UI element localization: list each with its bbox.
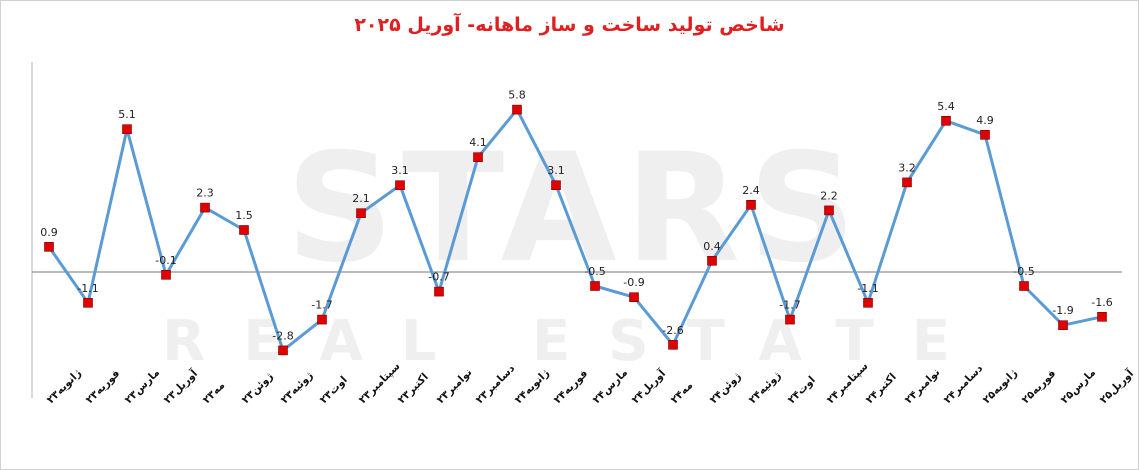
data-label: 0.9: [40, 226, 58, 239]
data-point: [317, 314, 327, 325]
data-label: -2.8: [272, 329, 293, 342]
data-label: -0.9: [623, 276, 644, 289]
data-point: [161, 269, 171, 280]
data-label: -0.5: [1013, 265, 1034, 278]
x-tick-label: اوت۲۳: [318, 374, 350, 406]
x-tick-label: ژوئیه۲۳: [279, 369, 316, 406]
x-tick-label: مارس۲۳: [123, 367, 162, 406]
data-point: [941, 116, 951, 126]
data-label: 0.4: [703, 240, 721, 253]
data-point: [1058, 320, 1068, 331]
data-label: -1.1: [857, 282, 878, 295]
data-point: [1019, 281, 1029, 291]
data-label: 2.4: [742, 184, 760, 197]
data-point: [278, 345, 288, 356]
x-tick-label: ژوئن۲۴: [708, 370, 744, 406]
data-point: [434, 286, 444, 297]
data-point: [512, 104, 522, 115]
data-point: [824, 205, 834, 216]
data-label: -2.6: [662, 324, 683, 337]
x-tick-label: اکتبر۲۳: [396, 371, 431, 406]
data-point: [395, 180, 405, 190]
data-point: [122, 124, 132, 134]
data-point: [590, 281, 600, 291]
watermark-line1: STARS: [286, 122, 864, 296]
data-point: [668, 339, 678, 350]
x-tick-label: فوریه۲۵: [1020, 367, 1059, 406]
data-point: [746, 200, 756, 210]
data-label: 2.2: [820, 189, 838, 202]
x-tick-label: مه۲۴: [669, 379, 696, 406]
series-line: [47, 108, 1103, 352]
data-label: -0.5: [584, 265, 605, 278]
data-label-layer: 0.9 -1.1 5.1 -0.1 2.3 1.5 -2.8 -1.7 2.1 3.1 -0.7 4.…: [40, 89, 1112, 343]
data-label: 2.1: [352, 192, 370, 205]
data-point: [239, 225, 249, 235]
data-label: -1.7: [311, 299, 332, 312]
data-label: -0.1: [155, 254, 176, 267]
x-tick-label: اوت۲۴: [786, 374, 818, 406]
data-point: [551, 180, 561, 190]
data-label: 3.1: [391, 164, 409, 177]
data-label: -1.7: [779, 299, 800, 312]
data-point: [629, 292, 639, 303]
data-label: 2.3: [196, 187, 214, 200]
data-point: [44, 242, 54, 252]
x-tick-label: مارس۲۵: [1059, 367, 1098, 406]
data-point: [902, 177, 912, 188]
x-tick-label: ژانویه۲۳: [45, 367, 84, 406]
data-label: 5.1: [118, 108, 136, 121]
data-point: [707, 255, 717, 266]
data-label: -0.7: [428, 271, 449, 284]
x-tick-label: آوریل۲۵: [1097, 367, 1136, 406]
series-layer: [44, 104, 1107, 356]
data-label: 5.8: [508, 89, 526, 102]
data-label: 1.5: [235, 209, 253, 222]
data-point: [356, 208, 366, 218]
data-label: -1.1: [77, 282, 98, 295]
data-label: 4.1: [469, 136, 487, 149]
data-label: 3.1: [547, 164, 565, 177]
x-tick-label: ژوئیه۲۴: [747, 369, 784, 406]
data-point: [785, 314, 795, 325]
x-tick-label: فوریه۲۳: [84, 367, 123, 406]
data-point: [200, 202, 210, 213]
data-label: -1.6: [1091, 296, 1112, 309]
data-point: [1097, 311, 1107, 322]
data-point: [863, 297, 873, 308]
x-tick-label: مه۲۳: [201, 379, 228, 406]
chart-title: شاخص تولید ساخت و ساز ماهانه- آوریل ۲۰۲۵: [354, 14, 785, 36]
data-label: -1.9: [1052, 304, 1073, 317]
data-label: 3.2: [898, 161, 916, 174]
data-label: 4.9: [976, 114, 994, 127]
data-point: [83, 297, 93, 308]
data-label: 5.4: [937, 100, 955, 113]
x-tick-label: اکتبر۲۴: [864, 371, 899, 406]
data-point: [473, 152, 483, 162]
data-point: [980, 130, 990, 140]
x-tick-label: ژوئن۲۳: [240, 370, 276, 406]
